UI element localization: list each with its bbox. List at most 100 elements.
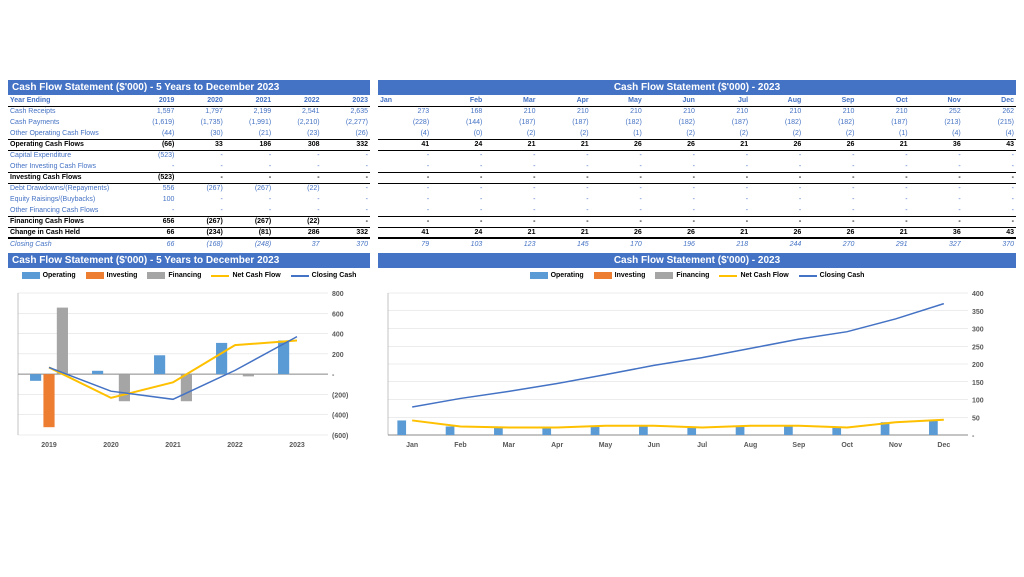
legend-swatch xyxy=(719,275,737,277)
table-row: Other Financing Cash Flows----- xyxy=(8,205,370,216)
cell: - xyxy=(963,216,1016,227)
row-label: Other Investing Cash Flows xyxy=(8,161,128,172)
cell: (1) xyxy=(591,128,644,139)
cell: 21 xyxy=(537,227,590,238)
cell: (523) xyxy=(128,150,176,161)
cell: 21 xyxy=(484,227,537,238)
legend-swatch xyxy=(655,272,673,279)
legend-label: Financing xyxy=(676,272,709,279)
table-row: Cash Payments(1,619)(1,735)(1,991)(2,210… xyxy=(8,117,370,128)
legend-swatch xyxy=(291,275,309,277)
cell: 308 xyxy=(273,139,321,150)
legend-label: Financing xyxy=(168,272,201,279)
legend-item: Investing xyxy=(594,272,646,279)
table-row: 273168210210210210210210210210252262 xyxy=(378,106,1016,117)
table-row: Equity Raisings/(Buybacks)100---- xyxy=(8,194,370,205)
cell: - xyxy=(378,150,431,161)
legend-label: Investing xyxy=(615,272,646,279)
tables-row: Cash Flow Statement ($'000) - 5 Years to… xyxy=(8,80,1016,249)
svg-text:400: 400 xyxy=(332,332,344,339)
cell: (2) xyxy=(644,128,697,139)
cell: - xyxy=(378,183,431,194)
cell: 43 xyxy=(963,227,1016,238)
cell: 21 xyxy=(697,139,750,150)
cell: - xyxy=(378,205,431,216)
cell: 218 xyxy=(697,238,750,249)
cell: (44) xyxy=(128,128,176,139)
cell: - xyxy=(963,183,1016,194)
cell: - xyxy=(273,194,321,205)
table-row: ------------ xyxy=(378,194,1016,205)
cell: - xyxy=(484,216,537,227)
cell: 26 xyxy=(750,139,803,150)
cell: - xyxy=(697,150,750,161)
svg-text:600: 600 xyxy=(332,311,344,318)
cell: - xyxy=(537,172,590,183)
cell: - xyxy=(431,150,484,161)
svg-text:350: 350 xyxy=(972,309,984,316)
table-row: Cash Receipts1,5971,7972,1992,5412,635 xyxy=(8,106,370,117)
legend-swatch xyxy=(211,275,229,277)
table-row: Investing Cash Flows(523)---- xyxy=(8,172,370,183)
cell: - xyxy=(910,194,963,205)
legend-item: Investing xyxy=(86,272,138,279)
legend-swatch xyxy=(147,272,165,279)
svg-text:-: - xyxy=(332,372,335,379)
right-table: JanFebMarAprMayJunJulAugSepOctNovDec2731… xyxy=(378,95,1016,249)
cell: - xyxy=(644,172,697,183)
table-row: Other Investing Cash Flows----- xyxy=(8,161,370,172)
cell: 26 xyxy=(591,139,644,150)
cell: (267) xyxy=(225,216,273,227)
cell: - xyxy=(322,205,370,216)
svg-text:2019: 2019 xyxy=(41,442,57,449)
cell: 656 xyxy=(128,216,176,227)
col-header: Apr xyxy=(537,95,590,106)
table-row: ------------ xyxy=(378,183,1016,194)
cell: 210 xyxy=(644,106,697,117)
cell: (248) xyxy=(225,238,273,249)
cell: - xyxy=(591,161,644,172)
cell: 26 xyxy=(803,139,856,150)
cell: - xyxy=(431,161,484,172)
cell: - xyxy=(910,183,963,194)
cell: 327 xyxy=(910,238,963,249)
cell: 210 xyxy=(484,106,537,117)
cell: (21) xyxy=(225,128,273,139)
cell: - xyxy=(856,172,909,183)
cell: 21 xyxy=(697,227,750,238)
cell: (523) xyxy=(128,172,176,183)
svg-text:100: 100 xyxy=(972,398,984,405)
cell: (22) xyxy=(273,216,321,227)
cell: - xyxy=(431,205,484,216)
cell: - xyxy=(697,183,750,194)
cell: (2,210) xyxy=(273,117,321,128)
svg-text:800: 800 xyxy=(332,291,344,298)
svg-text:May: May xyxy=(599,442,613,449)
legend-item: Net Cash Flow xyxy=(211,272,280,279)
cell: 24 xyxy=(431,227,484,238)
cell: (4) xyxy=(910,128,963,139)
cell: - xyxy=(322,194,370,205)
cell: - xyxy=(176,172,224,183)
cell: - xyxy=(322,183,370,194)
charts-row: Cash Flow Statement ($'000) - 5 Years to… xyxy=(8,253,1016,463)
col-header: Oct xyxy=(856,95,909,106)
legend-label: Operating xyxy=(43,272,76,279)
cell: 262 xyxy=(963,106,1016,117)
svg-text:Nov: Nov xyxy=(889,442,902,449)
cell: (1) xyxy=(856,128,909,139)
cell: 370 xyxy=(322,238,370,249)
col-header: Dec xyxy=(963,95,1016,106)
legend-label: Closing Cash xyxy=(820,272,865,279)
cell: (144) xyxy=(431,117,484,128)
cell: (213) xyxy=(910,117,963,128)
cell: - xyxy=(484,183,537,194)
right-chart-title: Cash Flow Statement ($'000) - 2023 xyxy=(378,253,1016,268)
legend-label: Net Cash Flow xyxy=(740,272,788,279)
cell: - xyxy=(378,194,431,205)
legend-swatch xyxy=(799,275,817,277)
left-chart-legend: Operating Investing Financing Net Cash Flow… xyxy=(8,268,370,283)
cell: - xyxy=(225,161,273,172)
cell: - xyxy=(431,183,484,194)
left-table: Year Ending20192020202120222023Cash Rece… xyxy=(8,95,370,249)
